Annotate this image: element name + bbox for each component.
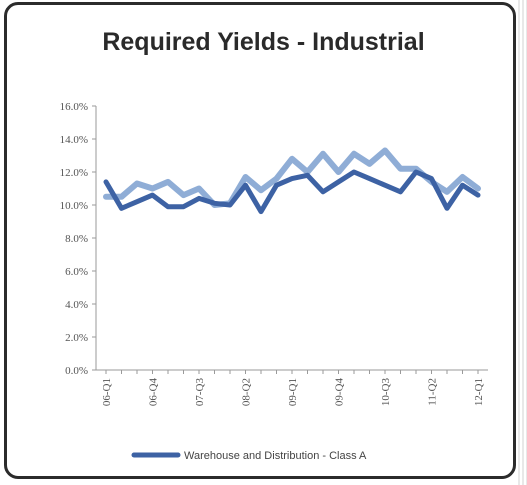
data-point	[198, 197, 200, 199]
data-point	[291, 178, 293, 180]
x-tick-label: 08-Q2	[241, 378, 253, 406]
chart-card	[4, 2, 516, 479]
y-tick-label: 2.0%	[65, 332, 88, 344]
y-tick-label: 0.0%	[65, 365, 88, 377]
data-point	[183, 206, 184, 208]
data-point	[121, 207, 122, 209]
data-point	[353, 153, 355, 155]
data-point	[384, 150, 386, 152]
data-point	[183, 194, 184, 196]
data-point	[369, 163, 370, 165]
background-strip	[518, 0, 527, 485]
data-point	[415, 171, 417, 173]
chart-title: Required Yields - Industrial	[102, 28, 425, 56]
data-point	[322, 191, 324, 193]
data-point	[462, 184, 463, 186]
data-point	[369, 178, 370, 180]
y-tick-label: 10.0%	[60, 200, 88, 212]
data-point	[415, 168, 417, 170]
series-line-2	[103, 169, 481, 215]
legend-label: Warehouse and Distribution - Class A	[184, 450, 367, 462]
y-tick-label: 4.0%	[65, 299, 88, 311]
data-point	[477, 194, 479, 196]
data-point	[214, 202, 215, 204]
data-point	[105, 181, 107, 183]
data-point	[400, 168, 401, 170]
data-point	[260, 211, 262, 213]
x-tick-label: 09-Q1	[287, 378, 299, 406]
data-point	[307, 171, 308, 173]
data-point	[105, 196, 107, 198]
data-point	[276, 178, 277, 180]
data-point	[446, 207, 448, 209]
data-point	[384, 184, 386, 186]
data-point	[245, 176, 246, 178]
x-tick-label: 12-Q1	[473, 378, 485, 406]
data-point	[431, 178, 432, 180]
data-point	[245, 184, 246, 186]
data-point	[152, 188, 153, 189]
data-point	[400, 191, 401, 193]
x-tick-label: 06-Q4	[148, 378, 160, 407]
x-tick-label: 10-Q3	[380, 378, 392, 407]
data-point	[167, 206, 169, 208]
data-point	[446, 191, 448, 193]
data-point	[136, 201, 138, 203]
data-point	[338, 181, 339, 183]
data-point	[276, 184, 277, 186]
data-point	[229, 204, 231, 206]
x-tick-label: 11-Q2	[427, 378, 439, 406]
x-tick-label: 06-Q1	[101, 378, 113, 406]
data-point	[152, 194, 153, 196]
data-point	[167, 181, 169, 183]
y-tick-label: 6.0%	[65, 266, 88, 278]
y-tick-label: 12.0%	[60, 167, 88, 179]
y-tick-label: 16.0%	[60, 101, 88, 113]
data-point	[477, 188, 479, 189]
data-point	[121, 196, 122, 198]
data-point	[322, 153, 324, 155]
data-point	[353, 171, 355, 173]
y-tick-label: 14.0%	[60, 134, 88, 146]
data-point	[462, 176, 463, 178]
data-point	[136, 183, 138, 185]
data-point	[338, 171, 339, 173]
data-point	[260, 189, 262, 191]
y-tick-label: 8.0%	[65, 233, 88, 245]
data-point	[307, 174, 308, 176]
data-point	[291, 158, 293, 160]
x-tick-label: 07-Q3	[194, 378, 206, 407]
x-tick-label: 09-Q4	[334, 378, 346, 407]
data-point	[198, 188, 200, 189]
